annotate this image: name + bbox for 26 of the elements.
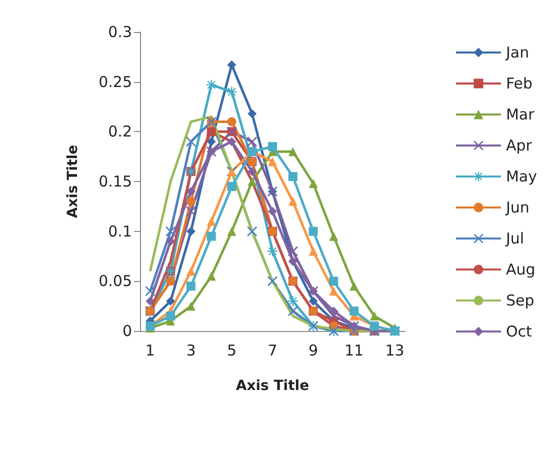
y-axis-title: Axis Title: [65, 144, 81, 218]
y-tick-label: 0: [122, 322, 132, 340]
x-tick-label: 5: [226, 342, 237, 360]
legend-label: Jul: [504, 230, 524, 248]
x-tick-label: 7: [268, 342, 278, 360]
x-tick-label: 1: [145, 342, 155, 360]
x-tick-label: 9: [308, 342, 318, 360]
y-tick-label: 0.15: [98, 172, 132, 190]
x-tick-label: 3: [186, 342, 196, 360]
legend-label: Oct: [506, 322, 532, 340]
legend-label: Apr: [506, 136, 533, 154]
legend-label: Sep: [506, 292, 534, 310]
y-tick-label: 0.05: [98, 272, 132, 290]
legend-label: Aug: [506, 260, 536, 278]
x-axis-title: Axis Title: [236, 378, 310, 394]
x-tick-label: 13: [385, 342, 404, 360]
y-tick-label: 0.2: [108, 122, 132, 141]
legend-label: Jun: [504, 198, 530, 216]
y-tick-label: 0.25: [98, 72, 132, 91]
legend-label: Jan: [504, 44, 530, 62]
x-tick-label: 11: [344, 342, 364, 360]
y-tick-label: 0.3: [108, 23, 132, 41]
legend-label: Mar: [506, 106, 536, 124]
y-tick-label: 0.1: [108, 222, 132, 240]
legend-label: May: [506, 168, 538, 186]
legend-label: Feb: [506, 74, 533, 92]
